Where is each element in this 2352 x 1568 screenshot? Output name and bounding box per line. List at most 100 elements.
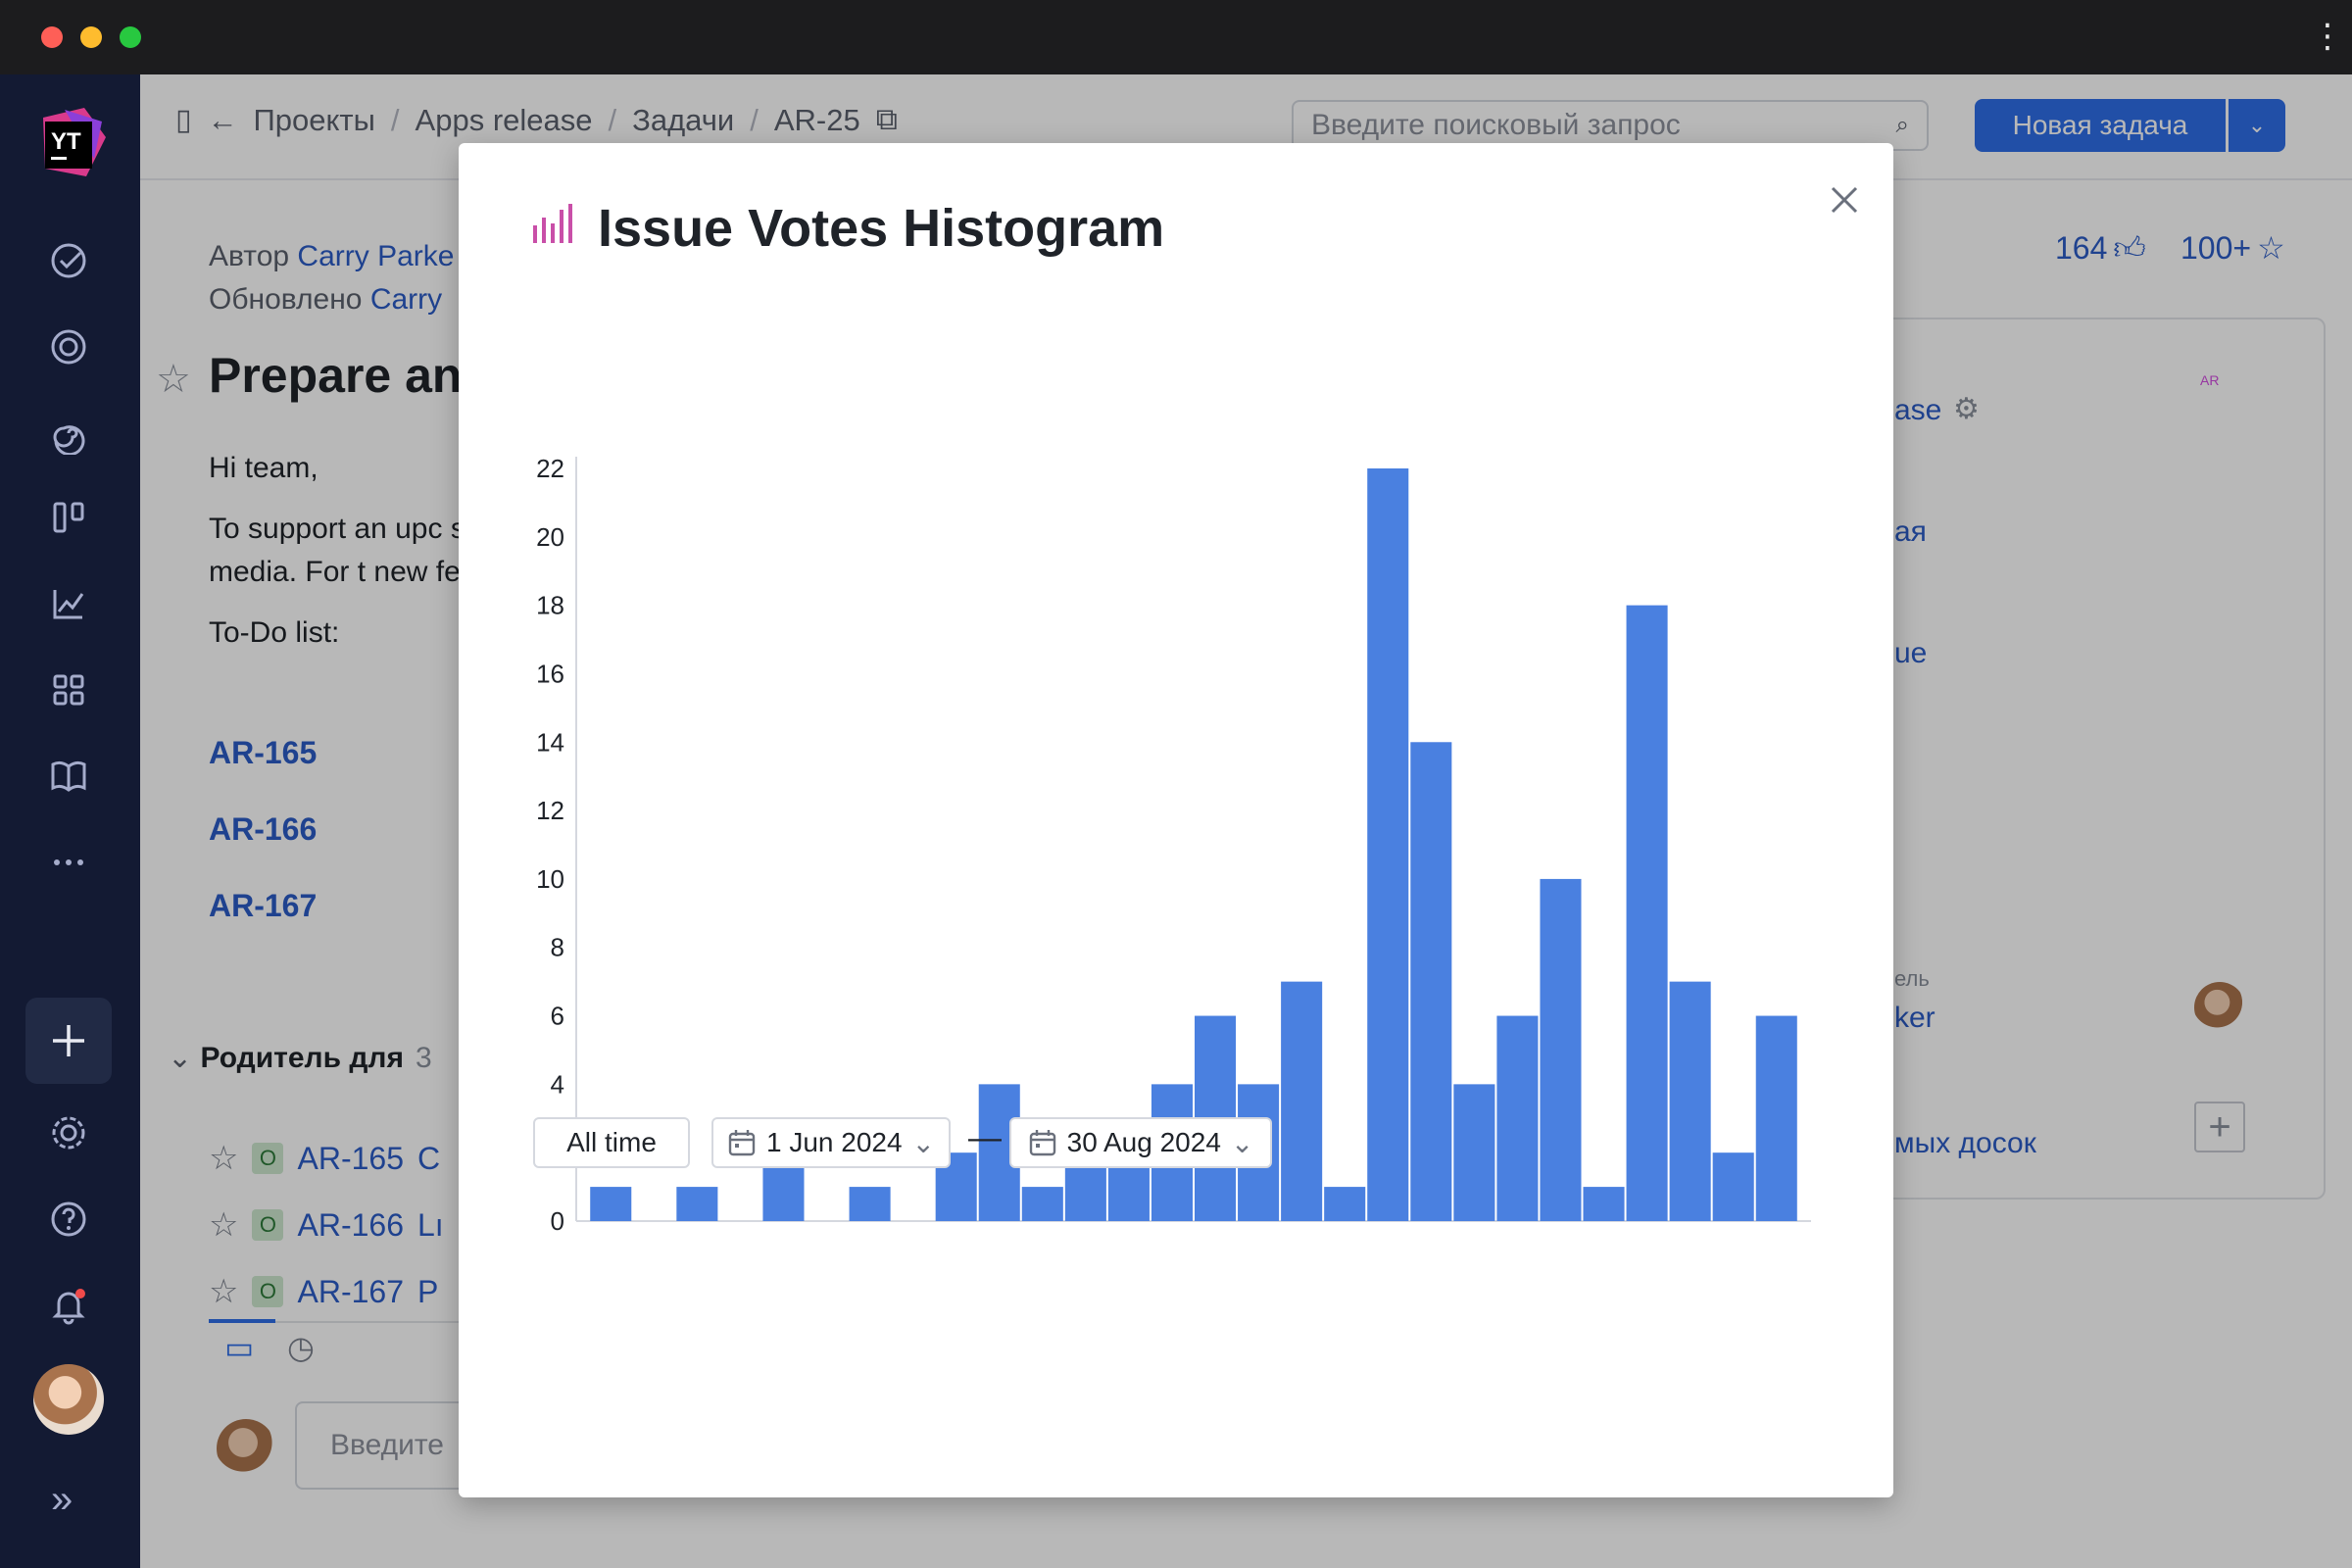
- knowledge-base-nav-icon[interactable]: [41, 749, 96, 804]
- histogram-bar[interactable]: [1669, 981, 1711, 1221]
- thumbs-up-icon[interactable]: 👍︎: [2113, 230, 2146, 266]
- window-close-dot[interactable]: [41, 26, 63, 48]
- chevron-down-icon[interactable]: ⌄: [168, 1042, 193, 1074]
- agile-boards-nav-icon[interactable]: [41, 490, 96, 545]
- star-icon[interactable]: ☆: [156, 358, 191, 401]
- histogram-dialog: Issue Votes Histogram 024681012141618202…: [459, 143, 1893, 1497]
- date-to-picker[interactable]: 30 Aug 2024 ⌄: [1009, 1117, 1272, 1168]
- subtask-id[interactable]: AR-167: [297, 1273, 404, 1309]
- votes-histogram-chart: 0246810121416182022: [536, 454, 1811, 1231]
- new-task-chevron-down-icon[interactable]: ⌄: [2229, 99, 2285, 152]
- histogram-bar[interactable]: [1021, 1187, 1063, 1221]
- sidebar-toggle-icon[interactable]: ▯: [175, 104, 192, 136]
- star-icon[interactable]: ☆: [209, 1273, 239, 1310]
- histogram-bar[interactable]: [676, 1187, 718, 1221]
- updated-by-link[interactable]: Carry: [369, 283, 443, 316]
- field-badge: C: [2209, 497, 2230, 529]
- comments-tab-icon[interactable]: ▭: [224, 1330, 255, 1365]
- all-time-label: All time: [566, 1127, 657, 1157]
- subtask-title[interactable]: P: [416, 1273, 439, 1309]
- window-menu-icon[interactable]: ⋮: [2311, 18, 2344, 55]
- breadcrumb-issue-id[interactable]: AR-25: [773, 102, 860, 137]
- histogram-bar[interactable]: [1324, 1187, 1366, 1221]
- histogram-bar[interactable]: [1626, 605, 1668, 1221]
- histogram-bar[interactable]: [849, 1187, 891, 1221]
- settings-gear-icon[interactable]: [41, 1105, 96, 1160]
- histogram-bar[interactable]: [1583, 1187, 1625, 1221]
- new-task-button[interactable]: Новая задача: [1975, 99, 2226, 152]
- boards-field-value[interactable]: мых досок: [1894, 1127, 2036, 1159]
- y-tick-label: 22: [536, 454, 564, 483]
- list-item[interactable]: ☆ O AR-166 Lı: [209, 1205, 444, 1245]
- dashboards-nav-icon[interactable]: [41, 662, 96, 717]
- search-icon[interactable]: ⌕: [1895, 112, 1909, 138]
- histogram-bar[interactable]: [1410, 742, 1452, 1221]
- window-zoom-dot[interactable]: [120, 26, 141, 48]
- subtask-title[interactable]: C: [416, 1140, 441, 1176]
- author-link[interactable]: Carry Parke: [297, 240, 455, 272]
- star-icon[interactable]: ☆: [209, 1206, 239, 1244]
- add-board-plus-icon[interactable]: +: [2194, 1102, 2245, 1152]
- chevron-down-icon: ⌄: [911, 1127, 936, 1158]
- issues-nav-icon[interactable]: [41, 233, 96, 288]
- notifications-bell-icon[interactable]: [41, 1278, 96, 1333]
- expand-sidebar-icon[interactable]: »: [51, 1478, 74, 1521]
- histogram-icon: [533, 204, 572, 243]
- close-icon[interactable]: [1823, 178, 1866, 221]
- window-minimize-dot[interactable]: [80, 26, 102, 48]
- window-titlebar: ⋮: [0, 0, 2352, 74]
- subtask-id[interactable]: AR-166: [297, 1206, 404, 1243]
- breadcrumb-project[interactable]: Apps release: [415, 102, 593, 137]
- parent-for-section[interactable]: ⌄ Родитель для 3: [168, 1041, 432, 1075]
- stars-counter[interactable]: 100+ ☆: [2180, 229, 2285, 267]
- votes-counter[interactable]: 164 👍︎: [2055, 229, 2146, 268]
- histogram-bar[interactable]: [1496, 1015, 1539, 1221]
- field-value[interactable]: ая: [1894, 515, 1927, 548]
- state-badge: O: [252, 1143, 284, 1174]
- date-from-picker[interactable]: 1 Jun 2024 ⌄: [711, 1117, 951, 1168]
- assignee-value[interactable]: ker: [1894, 1002, 1936, 1034]
- y-tick-label: 18: [536, 591, 564, 620]
- y-tick-label: 6: [551, 1002, 564, 1031]
- help-icon[interactable]: [41, 1192, 96, 1247]
- field-badge: H: [2209, 861, 2230, 894]
- project-field-value[interactable]: ase: [1894, 394, 1942, 426]
- issue-meta: Автор Carry Parke Обновлено Carry: [209, 235, 454, 321]
- issue-link[interactable]: AR-167: [209, 888, 318, 923]
- subtask-id[interactable]: AR-165: [297, 1140, 404, 1176]
- date-range-separator: —: [968, 1119, 1002, 1156]
- activity-tabs-divider: [209, 1321, 601, 1323]
- all-time-button[interactable]: All time: [533, 1117, 690, 1168]
- subtask-title[interactable]: Lı: [416, 1206, 444, 1243]
- user-avatar[interactable]: [33, 1364, 104, 1435]
- issue-link[interactable]: AR-166: [209, 811, 318, 847]
- histogram-bar[interactable]: [1453, 1084, 1495, 1221]
- field-value[interactable]: ue: [1894, 637, 1928, 669]
- avatar: [2194, 982, 2245, 1033]
- app-logo[interactable]: YT: [25, 100, 114, 188]
- history-tab-clock-icon[interactable]: ◷: [287, 1330, 315, 1365]
- back-arrow-icon[interactable]: ←: [207, 102, 238, 137]
- star-icon[interactable]: ☆: [2257, 230, 2285, 266]
- breadcrumb-projects[interactable]: Проекты: [253, 102, 375, 137]
- histogram-bar[interactable]: [1367, 468, 1409, 1221]
- breadcrumb-separator: /: [750, 102, 759, 137]
- helpdesk-nav-icon[interactable]: [41, 319, 96, 374]
- issue-title: Prepare an: [209, 348, 463, 403]
- reports-nav-icon[interactable]: [41, 576, 96, 631]
- spiral-nav-icon[interactable]: [41, 406, 96, 461]
- histogram-bar[interactable]: [590, 1187, 632, 1221]
- histogram-bar[interactable]: [1540, 878, 1582, 1221]
- breadcrumb-tasks[interactable]: Задачи: [632, 102, 735, 137]
- more-nav-icon[interactable]: [41, 835, 96, 890]
- list-item[interactable]: ☆ O AR-165 C: [209, 1139, 440, 1178]
- star-icon[interactable]: ☆: [209, 1140, 239, 1177]
- create-plus-icon[interactable]: [25, 998, 112, 1084]
- issue-link[interactable]: AR-165: [209, 735, 318, 770]
- project-settings-gear-icon[interactable]: ⚙: [1953, 393, 1980, 425]
- histogram-bar[interactable]: [1712, 1152, 1754, 1221]
- histogram-bar[interactable]: [1281, 981, 1323, 1221]
- list-item[interactable]: ☆ O AR-167 P: [209, 1272, 438, 1311]
- copy-icon[interactable]: ⧉: [875, 102, 898, 136]
- histogram-bar[interactable]: [1755, 1015, 1797, 1221]
